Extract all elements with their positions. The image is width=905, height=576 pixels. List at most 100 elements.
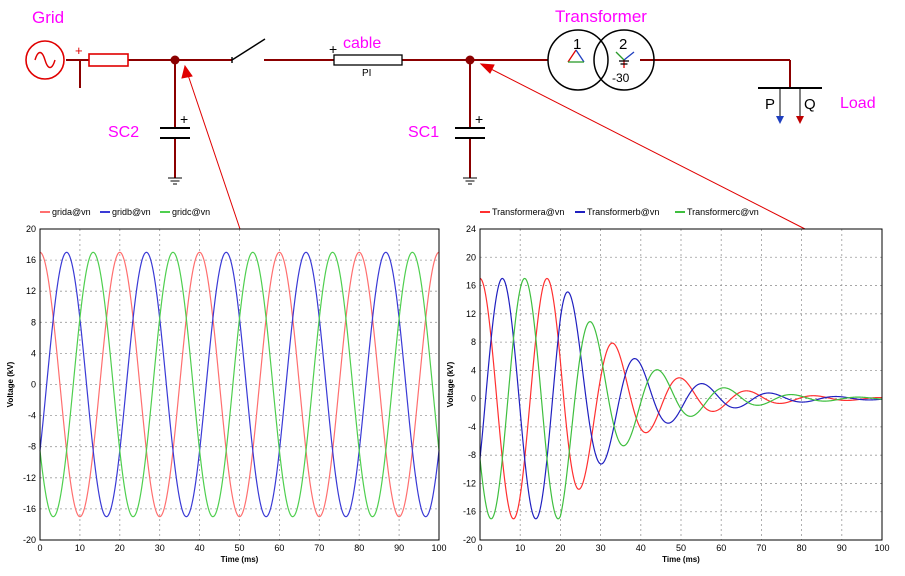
node-sc2 [170,55,180,65]
y-tick-labels: 24 20 16 12 8 4 0 -4 -8 -12 -16 -20 [463,224,476,545]
y-tick-label: 8 [31,317,36,327]
x-tick-label: 70 [314,543,324,553]
y-tick-label: -20 [463,535,476,545]
plot-frame [39,228,440,541]
x-tick-label: 100 [431,543,446,553]
source-plus-sign: + [75,43,83,58]
phase-shift-label: -30 [612,71,630,85]
sc1-capacitor: + SC1 [408,111,485,185]
plot-frame [479,228,883,541]
x-tick-label: 0 [477,543,482,553]
load-label: Load [840,95,876,112]
y-tick-label: -20 [23,535,36,545]
y-axis-label: Voltage (kV) [6,361,15,407]
node-sc1 [465,55,475,65]
sc1-plus-sign: + [475,111,483,127]
legend-entry: Transformerb@vn [587,207,659,217]
y-tick-label: 16 [466,281,476,291]
sc2-plus-sign: + [180,111,188,127]
x-tick-label: 80 [354,543,364,553]
cable-symbol [333,54,403,66]
x-tick-label: 30 [596,543,606,553]
p-arrow-icon [776,116,784,124]
x-tick-label: 70 [756,543,766,553]
x-tick-label: 10 [75,543,85,553]
circuit-diagram: + Grid PI + cable + SC2 [25,7,876,230]
cable-type-label: PI [362,68,371,79]
series-line-Transformerc@vn [479,277,883,520]
y-tick-label: 20 [26,224,36,234]
delta-icon [567,49,585,63]
cable-label: cable [343,35,381,52]
y-tick-labels: 20 16 12 8 4 0 -4 -8 -12 -16 -20 [23,224,36,545]
x-tick-label: 40 [636,543,646,553]
legend-entry: Transformera@vn [492,207,564,217]
x-tick-label: 100 [874,543,889,553]
x-axis-label: Time (ms) [662,555,700,564]
x-tick-label: 10 [515,543,525,553]
x-tick-label: 40 [195,543,205,553]
x-tick-label: 0 [37,543,42,553]
y-tick-label: 16 [26,255,36,265]
cable-plus-sign: + [329,41,337,57]
x-tick-label: 50 [676,543,686,553]
arrow-head-sc1 [479,63,495,74]
cable-pi-section: PI + cable [329,35,403,79]
y-tick-label: 24 [466,224,476,234]
x-tick-label: 20 [555,543,565,553]
arrow-head-sc2 [181,64,193,79]
series-resistor [88,53,129,67]
chart-series [39,251,440,518]
y-tick-label: -4 [468,422,476,432]
x-tick-label: 90 [394,543,404,553]
pointer-arrows [181,63,806,230]
grid-source: + Grid [25,8,83,88]
legend-entry: gridb@vn [112,207,151,217]
y-tick-label: 12 [466,309,476,319]
legend-entry: Transformerc@vn [687,207,759,217]
load: P Q Load [758,87,876,124]
x-tick-label: 60 [716,543,726,553]
series-line-Transformera@vn [479,277,883,520]
y-tick-label: -8 [28,442,36,452]
q-arrow-icon [796,116,804,124]
arrow-grid-plot-to-sc2 [186,71,241,230]
x-tick-label: 80 [797,543,807,553]
y-tick-label: 8 [471,337,476,347]
x-tick-label: 60 [274,543,284,553]
winding-1-circle [547,29,609,91]
y-tick-label: 4 [31,348,36,358]
y-tick-label: 20 [466,252,476,262]
winding-2-circle [593,29,655,91]
y-tick-label: -16 [463,507,476,517]
series-line-gridc@vn [39,251,440,518]
x-axis-label: Time (ms) [221,555,259,564]
chart-series [479,277,883,520]
sc2-ground-icon [168,177,182,185]
sc1-label: SC1 [408,124,439,141]
x-tick-label: 90 [837,543,847,553]
sc2-label: SC2 [108,124,139,141]
chart-legend: Transformera@vn Transformerb@vn Transforme… [480,207,759,217]
x-tick-labels: 0 10 20 30 40 50 60 70 80 90 100 [477,543,889,553]
sine-icon [34,51,56,69]
chart-legend: grida@vn gridb@vn gridc@vn [40,207,210,217]
y-tick-label: 0 [471,394,476,404]
winding-2-number: 2 [619,36,627,53]
y-axis-label: Voltage (kV) [446,361,455,407]
x-tick-label: 20 [115,543,125,553]
y-tick-label: -4 [28,411,36,421]
arrow-transformer-plot-to-sc1 [486,66,806,230]
sc2-capacitor: + SC2 [108,111,190,185]
y-tick-label: -16 [23,504,36,514]
bus-wires [66,59,791,178]
x-tick-labels: 0 10 20 30 40 50 60 70 80 90 100 [37,543,446,553]
y-tick-label: 12 [26,286,36,296]
grounded-wye-icon [615,51,635,68]
x-tick-label: 50 [234,543,244,553]
y-tick-label: -12 [23,473,36,483]
legend-entry: gridc@vn [172,207,210,217]
